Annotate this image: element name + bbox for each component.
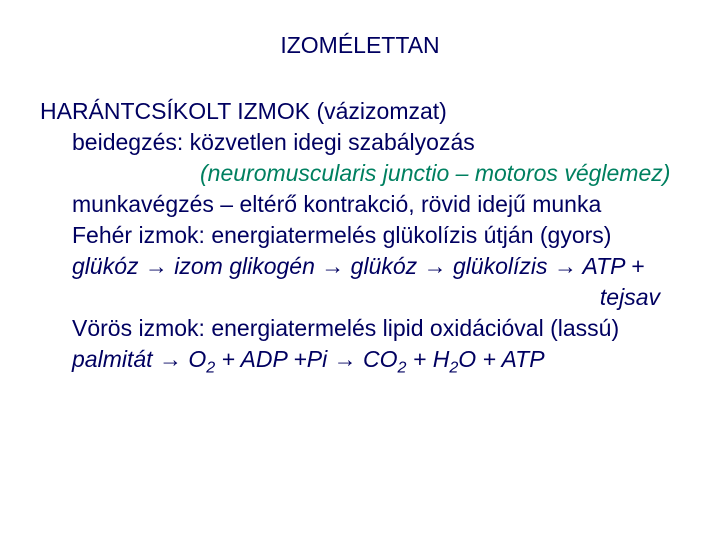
txt: glükóz (72, 253, 145, 279)
line-neuromuscularis: (neuromuscularis junctio – motoros végle… (40, 158, 680, 189)
line-heading: HARÁNTCSÍKOLT IZMOK (vázizomzat) (40, 96, 680, 127)
arrow-icon: → (321, 253, 344, 279)
line-glukoz-pathway: glükóz → izom glikogén → glükóz → glükol… (40, 251, 680, 282)
txt: izom glikogén (168, 253, 321, 279)
line-palmitat-pathway: palmitát → O2 + ADP +Pi → CO2 + H2O + AT… (40, 344, 680, 375)
txt: + ADP +Pi (215, 346, 333, 372)
txt: O + ATP (458, 346, 544, 372)
txt: palmitát (72, 346, 159, 372)
txt: glükóz (344, 253, 423, 279)
subscript: 2 (449, 359, 458, 377)
txt: CO (357, 346, 398, 372)
line-munkavegzes: munkavégzés – eltérő kontrakció, rövid i… (40, 189, 680, 220)
line-voros-izmok: Vörös izmok: energiatermelés lipid oxidá… (40, 313, 680, 344)
slide-title: IZOMÉLETTAN (40, 30, 680, 61)
arrow-icon: → (334, 346, 357, 372)
line-tejsav: tejsav (40, 282, 680, 313)
arrow-icon: → (159, 346, 182, 372)
slide: IZOMÉLETTAN HARÁNTCSÍKOLT IZMOK (vázizom… (0, 0, 720, 540)
line-feher-izmok: Fehér izmok: energiatermelés glükolízis … (40, 220, 680, 251)
line-beidegzes: beidegzés: közvetlen idegi szabályozás (40, 127, 680, 158)
arrow-icon: → (424, 253, 447, 279)
txt: ATP + (577, 253, 645, 279)
arrow-icon: → (554, 253, 577, 279)
subscript: 2 (206, 359, 215, 377)
txt: + H (406, 346, 449, 372)
content-block: HARÁNTCSÍKOLT IZMOK (vázizomzat) beidegz… (40, 96, 680, 375)
arrow-icon: → (145, 253, 168, 279)
txt: glükolízis (447, 253, 554, 279)
txt: O (182, 346, 206, 372)
